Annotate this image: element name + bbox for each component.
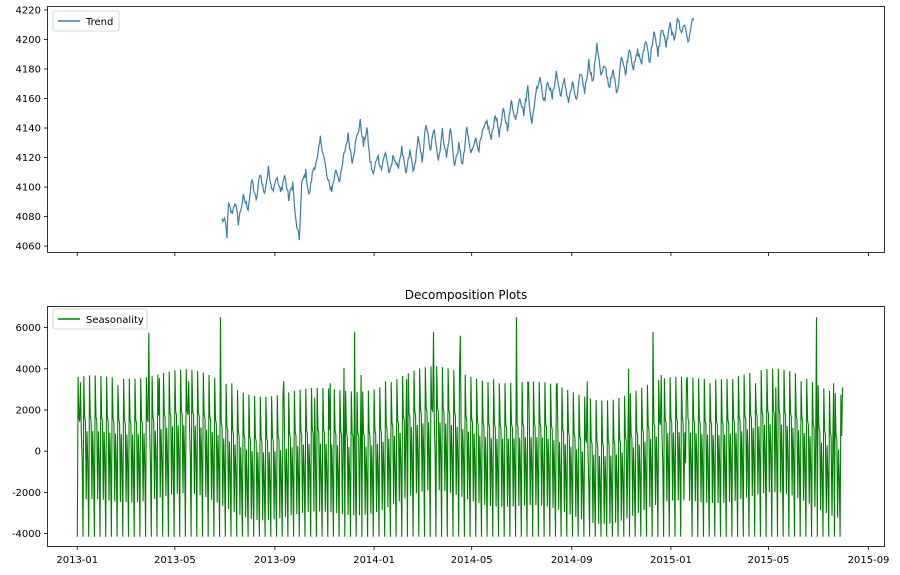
chart-title: Decomposition Plots [405, 288, 527, 302]
seasonality-y-tick-label: 4000 [16, 364, 41, 375]
trend-y-tick-label: 4200 [16, 35, 41, 46]
trend-subplot: 4060 4080 4100 4120 4140 4160 4180 4200 4220 Tre… [16, 5, 885, 256]
seasonality-series-group [76, 317, 844, 537]
trend-y-tick-label: 4080 [16, 212, 41, 223]
seasonality-x-tick-label: 2014-05 [451, 555, 493, 566]
seasonality-y-tick-label: 2000 [16, 406, 41, 417]
trend-y-tick-label: 4120 [16, 153, 41, 164]
seasonality-x-tick-label: 2015-09 [848, 555, 890, 566]
seasonality-y-tick-label: -2000 [12, 488, 41, 499]
trend-y-tick-label: 4220 [16, 5, 41, 16]
trend-y-tick-label: 4060 [16, 242, 41, 253]
seasonality-line [76, 317, 844, 537]
seasonality-x-tick-label: 2014-01 [353, 555, 395, 566]
trend-legend-label: Trend [85, 17, 113, 28]
trend-line [221, 16, 695, 241]
trend-y-tick-label: 4140 [16, 124, 41, 135]
trend-y-tick-label: 4180 [16, 64, 41, 75]
seasonality-legend: Seasonality [52, 308, 148, 330]
seasonality-x-axis: 2013-01 2013-05 2013-09 2014-01 2014-05 2014-… [56, 546, 889, 566]
trend-y-tick-label: 4100 [16, 183, 41, 194]
seasonality-x-tick-label: 2014-09 [551, 555, 593, 566]
trend-y-axis: 4060 4080 4100 4120 4140 4160 4180 4200 4220 [16, 5, 48, 253]
trend-axes-frame [47, 6, 885, 253]
seasonality-x-tick-label: 2015-05 [748, 555, 790, 566]
trend-series-group [221, 16, 695, 241]
seasonality-x-tick-label: 2013-01 [56, 555, 98, 566]
seasonality-x-tick-label: 2013-09 [254, 555, 296, 566]
seasonality-x-tick-label: 2015-01 [650, 555, 692, 566]
seasonality-legend-box [52, 308, 148, 330]
trend-legend-box [52, 10, 120, 32]
seasonality-x-tick-label: 2013-05 [154, 555, 196, 566]
seasonality-y-tick-label: 6000 [16, 323, 41, 334]
trend-x-axis [76, 252, 869, 256]
seasonality-subplot: Decomposition Plots -4000 -2000 0 2000 4000 6… [12, 288, 890, 566]
seasonality-legend-label: Seasonality [86, 315, 144, 326]
trend-y-tick-label: 4160 [16, 94, 41, 105]
seasonality-y-tick-label: -4000 [12, 529, 41, 540]
seasonality-axes-frame [47, 306, 885, 547]
trend-legend: Trend [52, 10, 120, 32]
seasonality-y-tick-label: 0 [35, 447, 41, 458]
seasonality-y-axis: -4000 -2000 0 2000 4000 6000 [12, 323, 48, 540]
